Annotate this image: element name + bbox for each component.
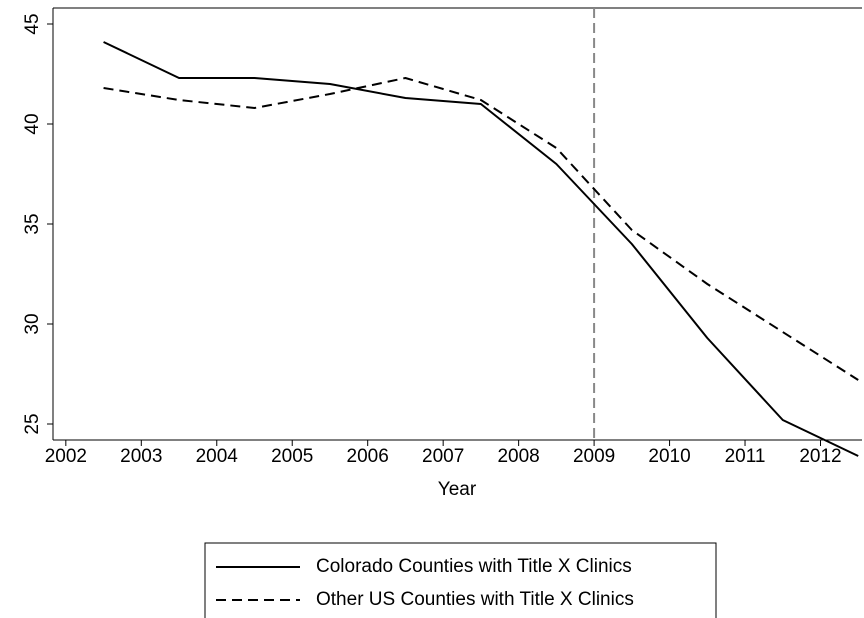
x-tick-label: 2007 [422, 446, 464, 467]
x-axis-label: Year [438, 479, 477, 500]
legend-label: Other US Counties with Title X Clinics [316, 589, 634, 610]
series-line [103, 77, 859, 381]
y-tick-label: 45 [22, 13, 43, 34]
y-tick-label: 25 [22, 413, 43, 434]
x-tick-label: 2011 [725, 446, 766, 467]
x-tick-label: 2005 [271, 446, 313, 467]
x-tick-label: 2002 [45, 446, 87, 467]
x-tick-label: 2004 [196, 446, 239, 467]
y-tick-label: 30 [22, 313, 43, 334]
series-line [103, 41, 859, 457]
y-tick-label: 40 [22, 113, 43, 134]
legend-label: Colorado Counties with Title X Clinics [316, 556, 632, 577]
x-tick-label: 2003 [120, 446, 162, 467]
x-tick-label: 2010 [648, 446, 690, 467]
y-tick-label: 35 [22, 213, 43, 234]
legend-box [204, 542, 717, 618]
x-tick-label: 2008 [497, 446, 539, 467]
x-tick-label: 2012 [799, 446, 841, 467]
x-tick-label: 2006 [347, 446, 389, 467]
x-tick-label: 2009 [573, 446, 615, 467]
